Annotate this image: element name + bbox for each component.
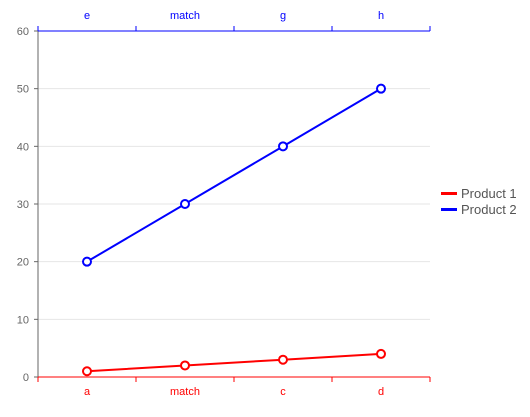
y-tick-label: 50 — [17, 84, 29, 96]
series-line-2 — [86, 87, 382, 263]
x-top-tick-label: h — [378, 10, 384, 22]
legend-item-product-1[interactable]: Product 1 — [441, 185, 517, 201]
data-point — [82, 366, 92, 377]
y-tick-label: 0 — [23, 372, 29, 384]
data-point — [180, 360, 190, 371]
data-point — [82, 256, 92, 267]
x-top-tick-label: match — [170, 10, 200, 22]
y-tick-label: 10 — [17, 314, 29, 326]
y-tick-label: 60 — [17, 26, 29, 38]
x-bottom-tick-label: a — [84, 386, 91, 398]
data-point — [376, 83, 386, 94]
series-line-1 — [86, 352, 382, 373]
x-top-tick-label: g — [280, 10, 286, 22]
data-point — [376, 348, 386, 359]
x-top-tick-label: e — [84, 10, 90, 22]
x-bottom-tick-label: c — [280, 386, 286, 398]
y-tick-label: 40 — [17, 141, 29, 153]
x-bottom-tick-label: d — [378, 386, 384, 398]
legend-label-product-1: Product 1 — [461, 185, 517, 201]
data-point — [180, 199, 190, 209]
data-point — [278, 354, 288, 365]
legend-swatch-product-1 — [441, 191, 457, 195]
legend-item-product-2[interactable]: Product 2 — [441, 201, 517, 217]
data-point — [278, 141, 288, 152]
legend: Product 1 Product 2 — [441, 185, 517, 217]
legend-swatch-product-2 — [441, 207, 457, 211]
x-bottom-tick-label: match — [170, 386, 200, 398]
y-tick-label: 30 — [17, 199, 29, 211]
y-tick-label: 20 — [17, 257, 29, 269]
legend-label-product-2: Product 2 — [461, 201, 517, 217]
